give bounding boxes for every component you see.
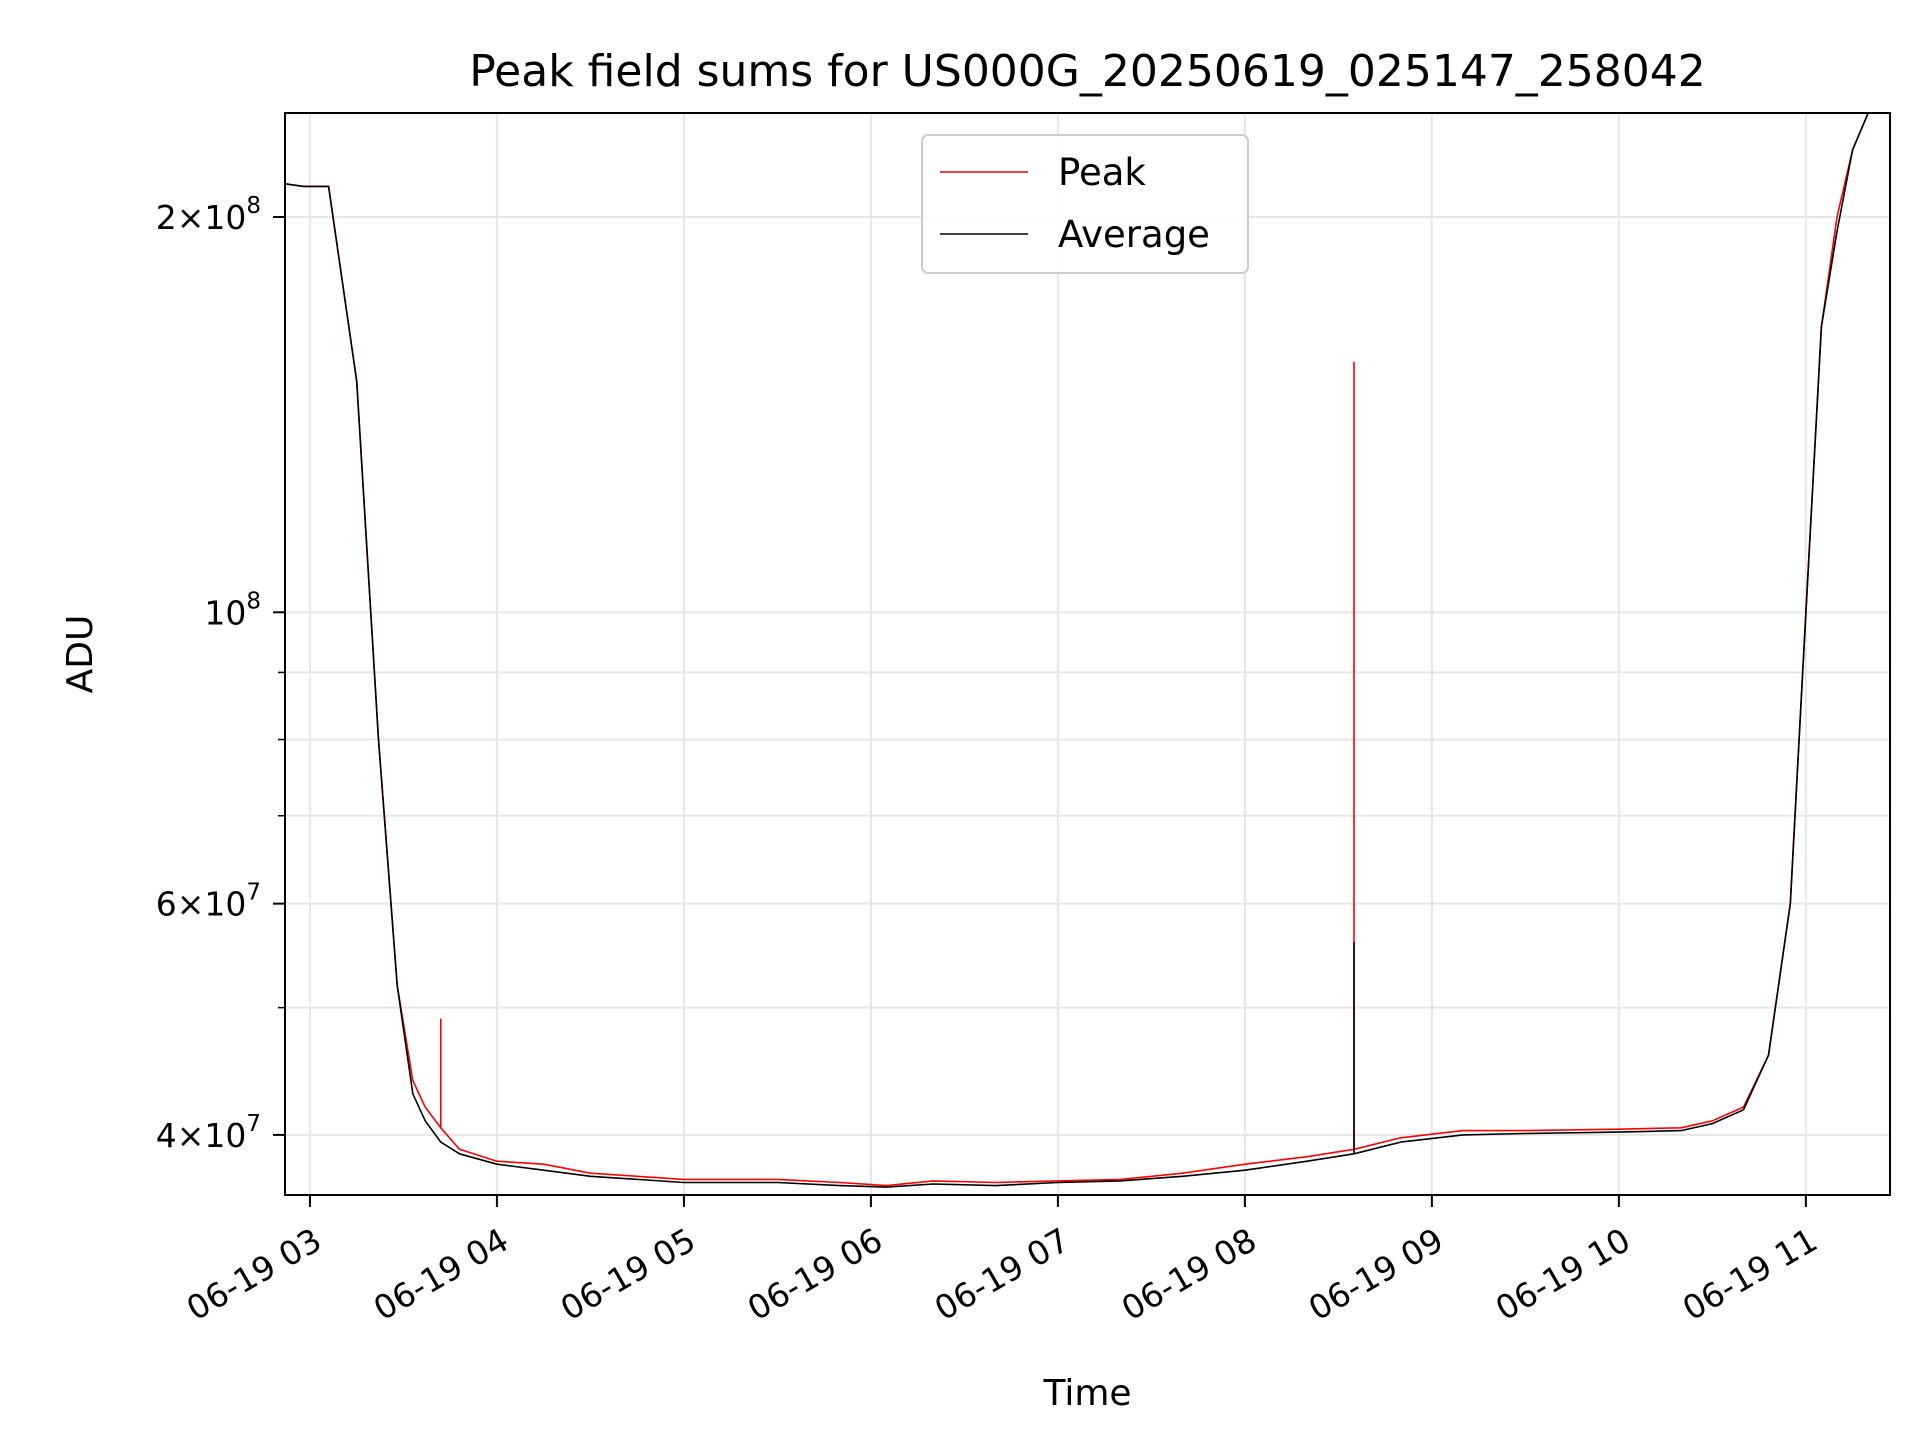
legend-label-peak: Peak	[1058, 151, 1146, 194]
grid	[285, 113, 1890, 1195]
plot-frame	[284, 112, 1891, 1196]
y-tick-label: 4×107	[156, 1111, 261, 1155]
y-tick-label: 108	[204, 588, 261, 632]
series-layer	[285, 113, 1869, 1188]
legend-box	[921, 134, 1249, 274]
legend-label-average: Average	[1058, 213, 1210, 256]
series-line-peak	[285, 113, 1869, 1187]
series-line-average	[285, 113, 1869, 1188]
chart-title: Peak field sums for US000G_20250619_0251…	[469, 46, 1706, 97]
y-axis-label: ADU	[60, 615, 101, 694]
legend: Peak Average	[921, 134, 1249, 274]
y-tick-label: 6×107	[156, 880, 261, 924]
x-axis-label: Time	[1042, 1373, 1131, 1414]
y-tick-label: 2×108	[156, 193, 261, 237]
